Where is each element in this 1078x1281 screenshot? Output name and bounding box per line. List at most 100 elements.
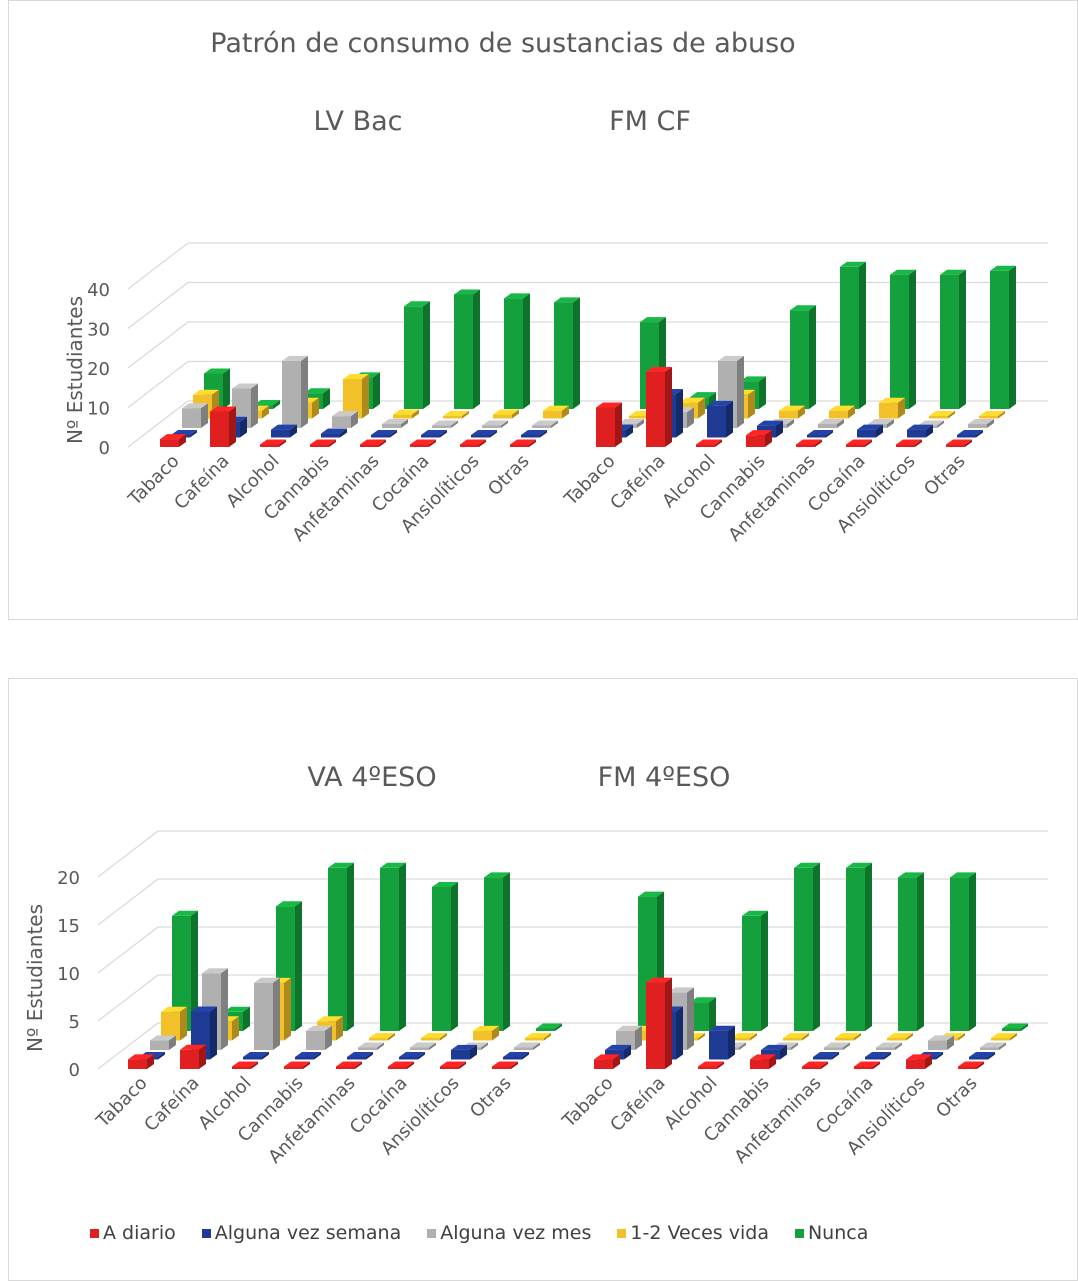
bar-top — [969, 1052, 995, 1057]
gridline-slant — [127, 400, 189, 448]
bar-front — [260, 444, 279, 447]
bar-top — [193, 389, 219, 395]
bar-top — [484, 872, 510, 878]
bar-top — [271, 424, 297, 430]
bar-side — [759, 376, 766, 409]
bar-top — [150, 1035, 176, 1041]
bar — [492, 1061, 518, 1069]
bar-side — [959, 269, 966, 409]
gridline-slant — [127, 321, 189, 369]
bar-front — [421, 435, 440, 438]
gridline-slant — [97, 830, 159, 878]
bar-front — [282, 360, 301, 428]
bar-front — [432, 425, 451, 428]
bar — [421, 1033, 447, 1041]
bar-top — [171, 430, 197, 435]
bar-side — [544, 1033, 551, 1041]
bar-side — [987, 419, 994, 428]
x-tick-label: Anfetaminas — [724, 451, 819, 546]
bar-front — [543, 410, 562, 419]
bar — [790, 305, 816, 409]
bar-side — [210, 1006, 217, 1060]
bar-side — [180, 1006, 187, 1041]
bar-front — [180, 1049, 199, 1069]
bar — [968, 419, 994, 428]
bar-side — [362, 374, 369, 419]
bar — [554, 297, 580, 409]
bar-front — [514, 1047, 533, 1050]
bar-side — [412, 409, 419, 419]
bar-top — [818, 419, 844, 425]
bar-top — [421, 1033, 447, 1038]
chart-subtitle: FM CF — [609, 106, 691, 137]
bar-side — [958, 1033, 965, 1041]
bar-top — [876, 1042, 902, 1048]
bar-top — [957, 430, 983, 435]
bar-top — [360, 439, 386, 445]
bar-side — [780, 1044, 787, 1060]
bar-top — [369, 1033, 395, 1038]
bar-side — [859, 261, 866, 409]
bar-front — [707, 405, 726, 438]
bar-front — [343, 379, 362, 419]
bar-front — [779, 410, 798, 419]
bar-top — [254, 400, 280, 406]
bar — [332, 411, 358, 428]
bar — [514, 1042, 540, 1050]
bar-front — [813, 1057, 832, 1060]
bar-front — [492, 1066, 511, 1069]
bar-side — [529, 439, 536, 447]
bar-front — [482, 425, 501, 428]
bar-top — [510, 439, 536, 445]
bar-front — [451, 1049, 470, 1060]
bar-side — [329, 439, 336, 447]
bar-front — [232, 1066, 251, 1069]
bar-front — [393, 414, 412, 419]
chart-subtitle: LV Bac — [313, 106, 402, 137]
bar-side — [240, 416, 247, 438]
bar-side — [613, 1054, 620, 1069]
bar-side — [459, 1061, 466, 1069]
y-tick-label: 40 — [87, 280, 110, 301]
bar-front — [521, 435, 540, 438]
bar-side — [717, 1061, 724, 1069]
bar-top — [310, 439, 336, 445]
bar — [898, 872, 924, 1031]
bar-top — [451, 1044, 477, 1050]
bar — [210, 406, 236, 447]
bar-front — [940, 274, 959, 409]
bar-top — [321, 428, 347, 434]
bar — [824, 1042, 850, 1050]
bar-top — [918, 420, 944, 426]
bar-top — [380, 862, 406, 868]
bar-side — [201, 403, 208, 428]
bar — [796, 439, 822, 447]
bar-front — [946, 444, 965, 447]
bar-side — [429, 1042, 436, 1050]
bar-front — [879, 402, 898, 419]
bar-side — [925, 1054, 932, 1069]
legend-label: A diario — [103, 1222, 176, 1244]
grid-scene-0: 0 10 20 30 40 — [87, 242, 1048, 459]
bar — [958, 1061, 984, 1069]
bar-side — [401, 419, 408, 428]
bar-top — [746, 430, 772, 436]
bar-side — [573, 297, 580, 409]
bar-side — [873, 1061, 880, 1069]
x-tick-label: Otras — [920, 451, 970, 501]
bar — [950, 872, 976, 1031]
bar-side — [301, 355, 308, 428]
bar-top — [813, 1052, 839, 1057]
bar-front — [742, 915, 761, 1031]
bar-top — [896, 439, 922, 445]
bar-side — [199, 1044, 206, 1069]
bar-top — [790, 305, 816, 311]
bar — [979, 411, 1005, 419]
bar-side — [915, 439, 922, 447]
bar-top — [306, 1025, 332, 1031]
bar-front — [306, 1030, 325, 1050]
bar-side — [737, 355, 744, 428]
bar — [980, 1042, 1006, 1050]
bar-side — [947, 1035, 954, 1050]
bar-top — [224, 1006, 250, 1012]
